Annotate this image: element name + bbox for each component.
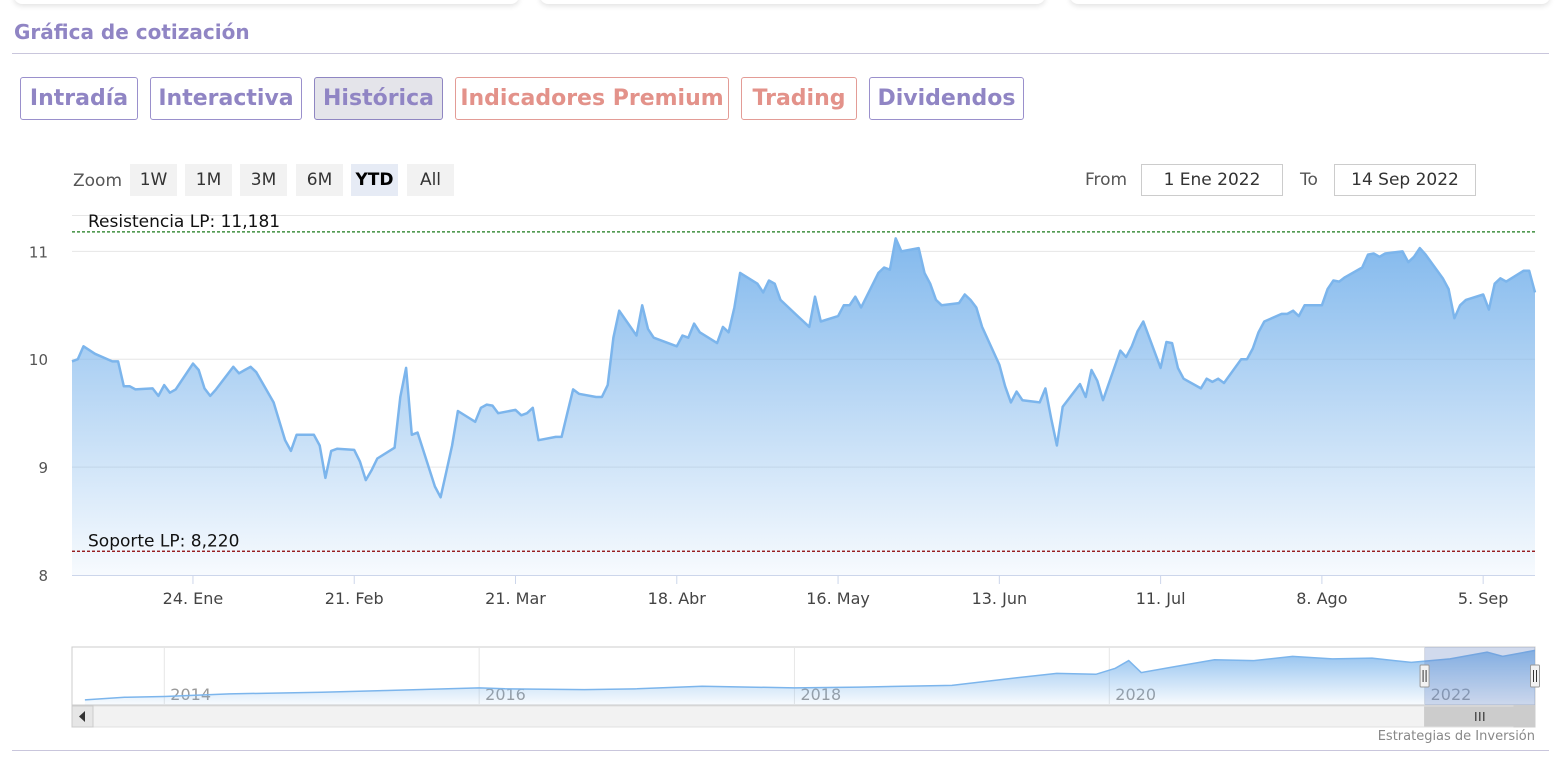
navigator-line	[84, 649, 1536, 701]
scrollbar-right-button	[1513, 705, 1536, 728]
x-tick-label: 5. Sep	[1458, 589, 1509, 608]
x-tick-label: 18. Abr	[648, 589, 707, 608]
navigator-year-label: 2014	[170, 685, 211, 704]
tab-dividendos[interactable]: Dividendos	[869, 77, 1024, 120]
navigator-year-label: 2018	[800, 685, 841, 704]
top-cards-edge	[0, 0, 1559, 8]
scrollbar-thumb	[1424, 706, 1536, 727]
section-title: Gráfica de cotización	[14, 20, 250, 44]
tab-indicadores-premium[interactable]: Indicadores Premium	[455, 77, 729, 120]
navigator-selection	[1424, 647, 1535, 705]
zoom-1m-button[interactable]: 1M	[185, 164, 232, 196]
arrow-left-icon	[79, 711, 85, 722]
tab-interactiva[interactable]: Interactiva	[150, 77, 302, 120]
bottom-divider	[12, 750, 1549, 751]
zoom-1w-button[interactable]: 1W	[130, 164, 177, 196]
top-card	[14, 0, 519, 4]
zoom-all-button[interactable]: All	[407, 164, 454, 196]
tab-historica[interactable]: Histórica	[314, 77, 443, 120]
zoom-ytd-button[interactable]: YTD	[351, 164, 398, 196]
tab-intradia[interactable]: Intradía	[20, 77, 138, 120]
navigator-handle	[1530, 664, 1540, 688]
y-tick-label: 8	[38, 567, 48, 585]
from-label: From	[1085, 170, 1128, 190]
navigator-year-label: 2020	[1115, 685, 1156, 704]
zoom-3m-button[interactable]: 3M	[240, 164, 287, 196]
title-divider	[12, 53, 1549, 54]
navigator-area	[84, 650, 1535, 705]
credit-link[interactable]: Estrategias de Inversión	[1377, 729, 1535, 744]
support-label: Soporte LP: 8,220	[88, 531, 239, 551]
zoom-label: Zoom	[73, 171, 123, 191]
x-tick-label: 24. Ene	[163, 589, 224, 608]
x-tick-label: 21. Mar	[485, 589, 546, 608]
y-tick-label: 9	[38, 459, 48, 477]
navigator-frame	[71, 646, 1536, 706]
y-tick-label: 10	[29, 351, 48, 369]
navigator-year-label: 2016	[485, 685, 526, 704]
scrollbar-track	[71, 705, 1536, 728]
top-card	[540, 0, 1045, 4]
arrow-right-icon	[1522, 711, 1528, 722]
scrollbar-left-button	[71, 705, 94, 728]
navigator-year-label: 2022	[1431, 685, 1472, 704]
top-card	[1070, 0, 1550, 4]
navigator-handle	[1419, 664, 1430, 688]
x-tick-label: 11. Jul	[1136, 589, 1186, 608]
price-area-fill	[72, 238, 1535, 575]
to-date-input[interactable]: 14 Sep 2022	[1334, 164, 1476, 196]
x-tick-label: 13. Jun	[972, 589, 1028, 608]
tab-trading[interactable]: Trading	[741, 77, 857, 120]
from-date-input[interactable]: 1 Ene 2022	[1141, 164, 1283, 196]
x-tick-label: 21. Feb	[325, 589, 384, 608]
to-label: To	[1300, 170, 1318, 190]
range-selector-divider	[72, 215, 1535, 216]
y-tick-label: 11	[29, 243, 48, 261]
x-tick-label: 16. May	[806, 589, 870, 608]
price-series-line	[71, 237, 1537, 499]
zoom-6m-button[interactable]: 6M	[296, 164, 343, 196]
x-tick-label: 8. Ago	[1296, 589, 1347, 608]
